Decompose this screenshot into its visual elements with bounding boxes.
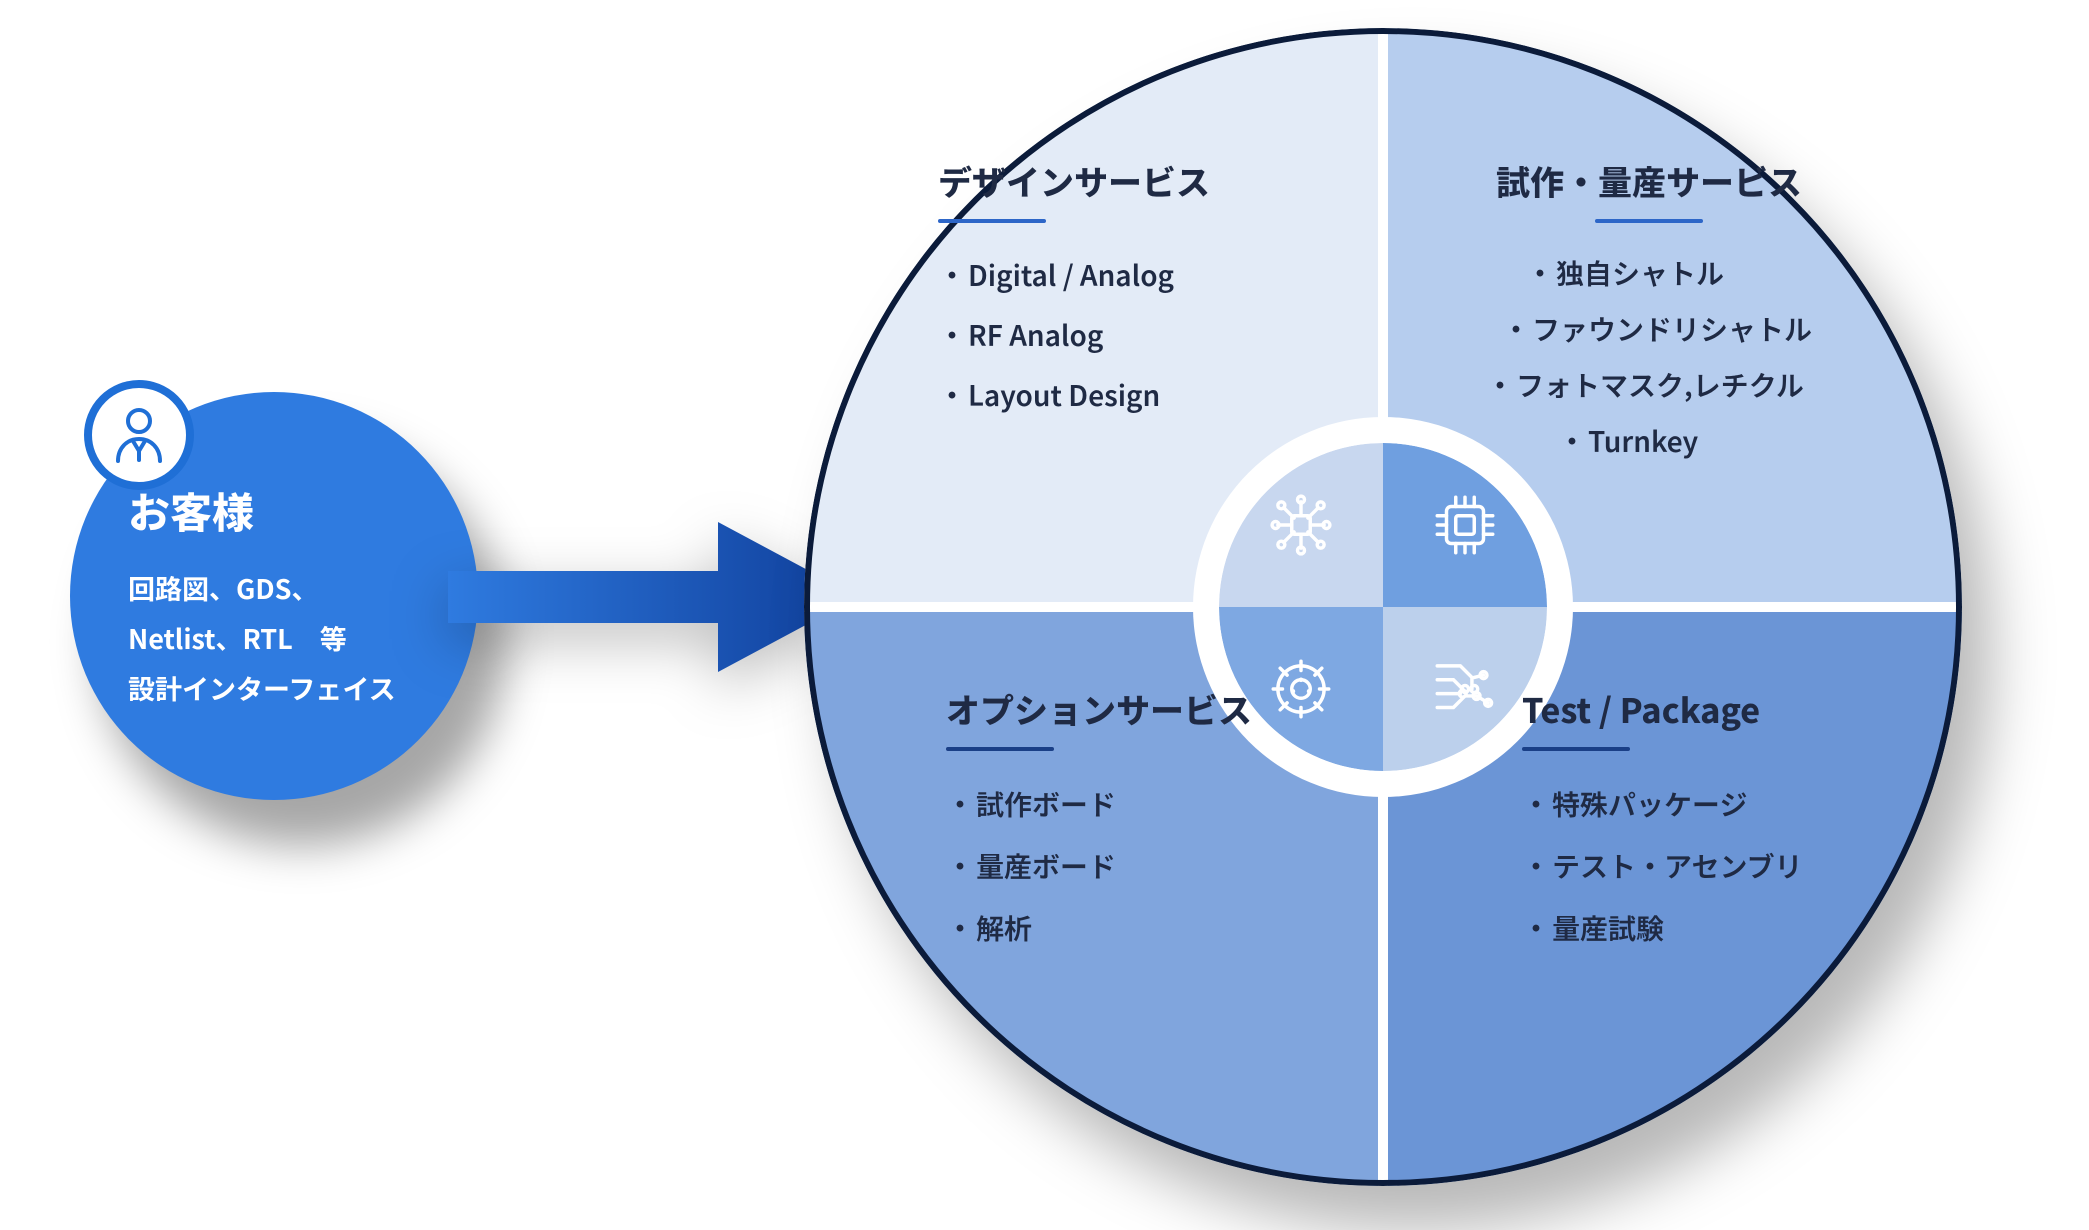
production-item: ファウンドリシャトル	[1486, 301, 1812, 357]
option-list: 試作ボード 量産ボード 解析	[946, 773, 1252, 959]
customer-line-3: 設計インターフェイス	[128, 663, 478, 713]
test-content: Test / Package 特殊パッケージ テスト・アセンブリ 量産試験	[1522, 684, 1803, 959]
production-title: 試作・量産サービス	[1486, 156, 1812, 205]
traces-icon	[1428, 652, 1502, 726]
design-item: RF Analog	[938, 305, 1210, 365]
gear-icon	[1264, 652, 1338, 726]
option-content: オプションサービス 試作ボード 量産ボード 解析	[946, 684, 1252, 959]
option-item: 解析	[946, 897, 1252, 959]
option-item: 量産ボード	[946, 835, 1252, 897]
test-item: 特殊パッケージ	[1522, 773, 1803, 835]
chip-icon	[1428, 488, 1502, 562]
test-item: 量産試験	[1522, 897, 1803, 959]
option-rule	[946, 747, 1054, 751]
person-icon	[107, 403, 171, 467]
production-list: 独自シャトル ファウンドリシャトル フォトマスク,レチクル Turnkey	[1486, 245, 1812, 469]
arrow-icon	[448, 522, 858, 672]
production-content: 試作・量産サービス 独自シャトル ファウンドリシャトル フォトマスク,レチクル …	[1486, 156, 1812, 469]
customer-line-1: 回路図、GDS、	[128, 563, 478, 613]
design-content: デザインサービス Digital / Analog RF Analog Layo…	[938, 156, 1210, 425]
design-list: Digital / Analog RF Analog Layout Design	[938, 245, 1210, 425]
production-item: フォトマスク,レチクル	[1486, 357, 1812, 413]
customer-line-2: Netlist、RTL 等	[128, 613, 478, 663]
customer-title: お客様	[128, 480, 478, 541]
test-list: 特殊パッケージ テスト・アセンブリ 量産試験	[1522, 773, 1803, 959]
diagram-stage: お客様 回路図、GDS、 Netlist、RTL 等 設計インターフェイス	[0, 0, 2089, 1214]
customer-avatar	[84, 380, 194, 490]
design-item: Layout Design	[938, 365, 1210, 425]
option-item: 試作ボード	[946, 773, 1252, 835]
design-title: デザインサービス	[938, 156, 1210, 205]
production-rule	[1595, 219, 1703, 223]
design-rule	[938, 219, 1046, 223]
circuit-icon	[1264, 488, 1338, 562]
test-title: Test / Package	[1522, 684, 1803, 733]
test-item: テスト・アセンブリ	[1522, 835, 1803, 897]
production-item: 独自シャトル	[1486, 245, 1812, 301]
option-title: オプションサービス	[946, 684, 1252, 733]
production-item: Turnkey	[1486, 413, 1812, 469]
test-rule	[1522, 747, 1630, 751]
design-item: Digital / Analog	[938, 245, 1210, 305]
hub	[1219, 443, 1547, 771]
